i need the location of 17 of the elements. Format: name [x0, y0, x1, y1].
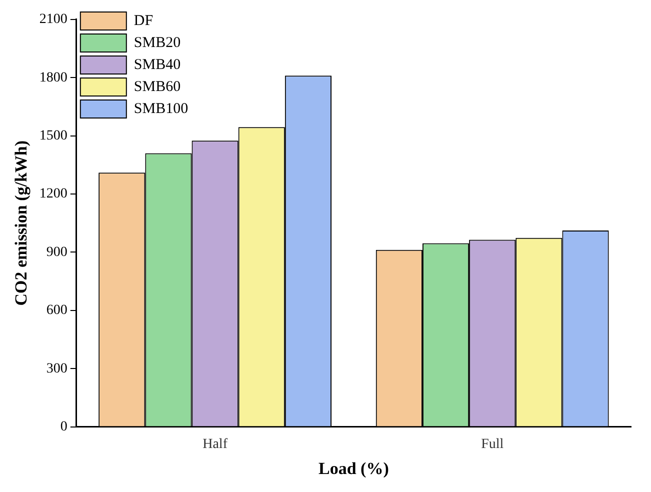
x-axis-title: Load (%) [318, 459, 389, 478]
y-tick-label: 1200 [39, 186, 68, 202]
y-tick-label: 1500 [39, 128, 68, 144]
legend-label: SMB100 [134, 100, 188, 117]
y-tick-label: 900 [46, 244, 68, 260]
y-tick-label: 600 [46, 303, 68, 318]
legend-label: DF [134, 12, 154, 29]
legend-label: SMB60 [134, 78, 181, 95]
legend-label: SMB20 [134, 34, 181, 51]
y-tick-label: 300 [46, 361, 68, 376]
x-tick-label: Half [202, 436, 228, 452]
y-tick-label: 0 [60, 419, 68, 434]
y-tick-label: 1800 [39, 70, 68, 86]
y-axis-title: CO2 emission (g/kWh) [12, 140, 31, 306]
y-tick-label: 2100 [39, 12, 68, 28]
legend-label: SMB40 [134, 56, 181, 73]
x-tick-label: Full [481, 436, 504, 452]
